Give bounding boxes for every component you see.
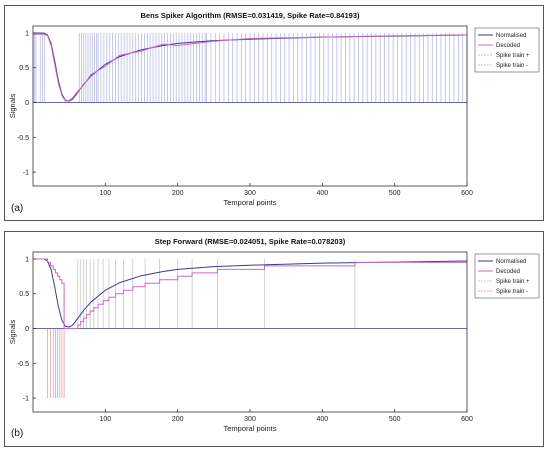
chart-panel-a: Bens Spiker Algorithm (RMSE=0.031419, Sp… [4, 5, 544, 221]
x-tick-label: 600 [461, 416, 473, 423]
y-tick-label: -0.5 [17, 361, 29, 368]
x-axis-label: Temporal points [224, 198, 277, 207]
y-tick-label: 0 [25, 326, 29, 333]
y-tick-label: -1 [23, 396, 29, 403]
legend-entry: Normalised [496, 33, 526, 39]
y-axis-label: Signals [8, 93, 17, 118]
legend-entry: Spike train - [496, 63, 528, 69]
x-tick-label: 300 [244, 190, 256, 197]
chart-a-svg: Bens Spiker Algorithm (RMSE=0.031419, Sp… [8, 11, 540, 207]
legend-entry: Normalised [496, 259, 526, 265]
legend-entry: Decoded [496, 43, 520, 49]
x-tick-label: 100 [99, 190, 111, 197]
panel-label-a: (a) [11, 203, 24, 214]
y-tick-label: 0 [25, 100, 29, 107]
x-tick-label: 300 [244, 416, 256, 423]
chart-title: Step Forward (RMSE=0.024051, Spike Rate=… [155, 237, 346, 246]
decoded-line [33, 33, 468, 102]
legend-entry: Decoded [496, 269, 520, 275]
chart-b-svg: Step Forward (RMSE=0.024051, Spike Rate=… [8, 237, 540, 433]
y-tick-label: 1 [25, 256, 29, 263]
decoded-line [33, 258, 467, 329]
legend-entry: Spike train + [496, 53, 530, 59]
x-tick-label: 200 [172, 190, 184, 197]
chart-legend: Normalised Decoded Spike train + Spike trai… [474, 27, 540, 73]
normalised-line [33, 258, 468, 328]
legend-entry: Spike train + [496, 279, 530, 285]
x-axis-label: Temporal points [224, 424, 277, 433]
x-tick-label: 400 [316, 416, 328, 423]
x-tick-label: 600 [461, 190, 473, 197]
x-tick-label: 500 [389, 190, 401, 197]
x-tick-label: 400 [316, 190, 328, 197]
x-tick-label: 500 [389, 416, 401, 423]
chart-title: Bens Spiker Algorithm (RMSE=0.031419, Sp… [141, 11, 360, 20]
x-tick-label: 200 [172, 416, 184, 423]
y-tick-label: 0.5 [19, 65, 29, 72]
y-tick-label: -1 [23, 170, 29, 177]
chart-panel-b: Step Forward (RMSE=0.024051, Spike Rate=… [4, 231, 544, 447]
x-tick-label: 100 [99, 416, 111, 423]
y-axis-label: Signals [8, 319, 17, 344]
panel-label-b: (b) [11, 428, 24, 439]
legend-entry: Spike train - [496, 289, 528, 295]
chart-legend: Normalised Decoded Spike train + Spike trai… [474, 253, 540, 299]
y-tick-label: 1 [25, 30, 29, 37]
y-tick-label: 0.5 [19, 291, 29, 298]
y-tick-label: -0.5 [17, 135, 29, 142]
